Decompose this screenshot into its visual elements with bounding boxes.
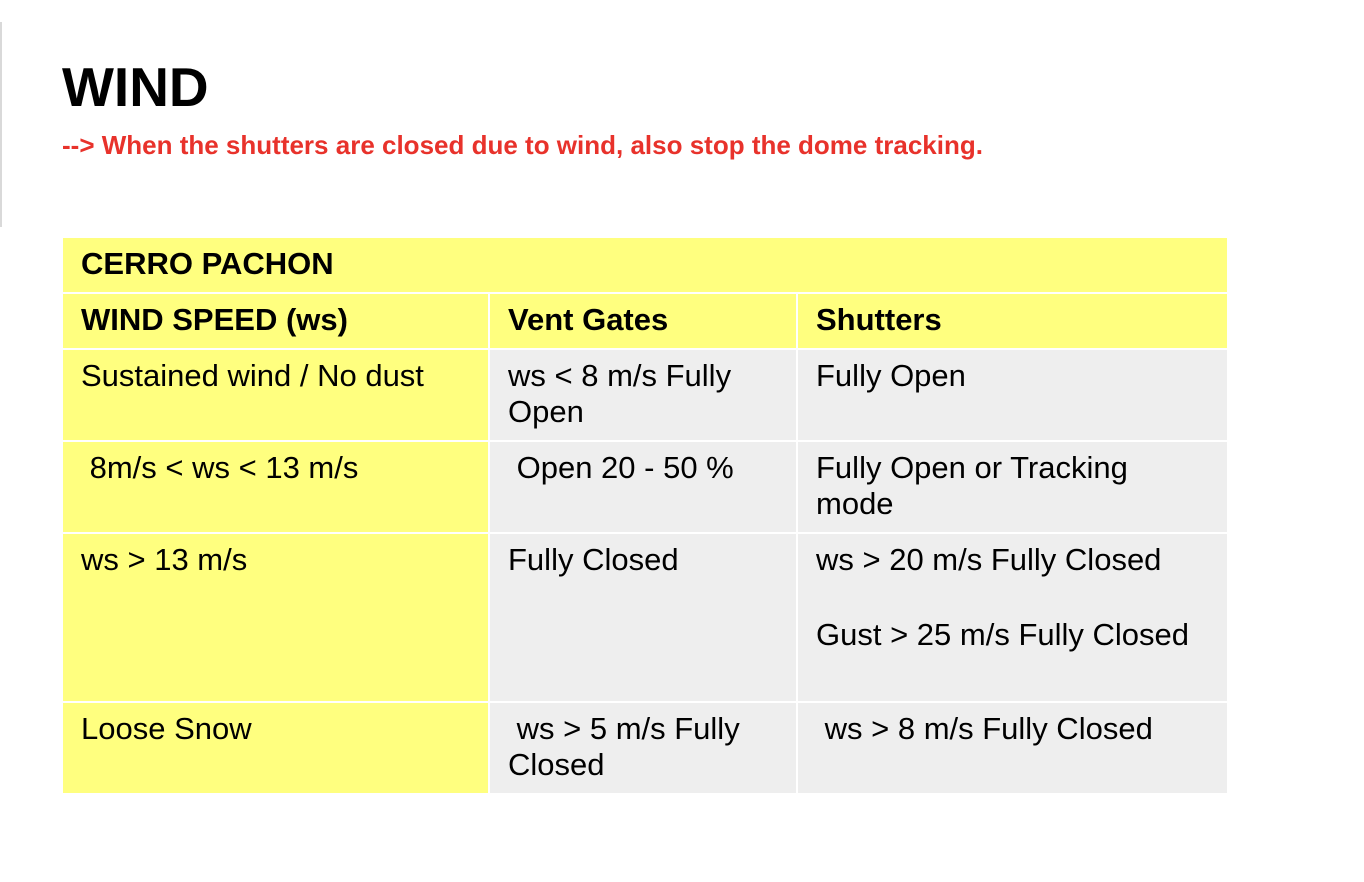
vent-gates-cell: Open 20 - 50 % (488, 440, 798, 534)
column-header-vent-gates: Vent Gates (488, 292, 798, 350)
site-name-cell: CERRO PACHON (60, 236, 1230, 294)
vent-gates-cell: Fully Closed (488, 532, 798, 703)
table-row: Loose Snow ws > 5 m/s Fully Closed ws > … (61, 701, 1230, 795)
table-row: 8m/s < ws < 13 m/s Open 20 - 50 % Fully … (61, 440, 1230, 534)
shutters-line: Gust > 25 m/s Fully Closed (816, 617, 1189, 652)
table-site-row: CERRO PACHON (60, 236, 1230, 294)
column-header-wind-speed: WIND SPEED (ws) (61, 292, 490, 350)
condition-cell: ws > 13 m/s (61, 532, 490, 703)
table-row: Sustained wind / No dust ws < 8 m/s Full… (61, 348, 1230, 442)
condition-cell: Loose Snow (61, 701, 490, 795)
shutters-cell: Fully Open or Tracking mode (795, 440, 1230, 534)
vent-gates-cell: ws < 8 m/s Fully Open (488, 348, 798, 442)
column-header-shutters: Shutters (795, 292, 1230, 350)
condition-cell: 8m/s < ws < 13 m/s (61, 440, 490, 534)
slide-edge-divider (0, 22, 2, 227)
condition-cell: Sustained wind / No dust (61, 348, 490, 442)
table-row: ws > 13 m/s Fully Closed ws > 20 m/s Ful… (61, 532, 1230, 703)
table-header-row: WIND SPEED (ws) Vent Gates Shutters (61, 292, 1230, 350)
shutters-cell: ws > 20 m/s Fully Closed Gust > 25 m/s F… (795, 532, 1230, 703)
vent-gates-cell: ws > 5 m/s Fully Closed (488, 701, 798, 795)
wind-limits-table: CERRO PACHON WIND SPEED (ws) Vent Gates … (60, 236, 1230, 795)
shutters-line: ws > 20 m/s Fully Closed (816, 542, 1162, 577)
page-title: WIND (62, 56, 209, 118)
dome-tracking-note: --> When the shutters are closed due to … (62, 130, 983, 160)
shutters-cell: ws > 8 m/s Fully Closed (795, 701, 1230, 795)
shutters-cell: Fully Open (795, 348, 1230, 442)
